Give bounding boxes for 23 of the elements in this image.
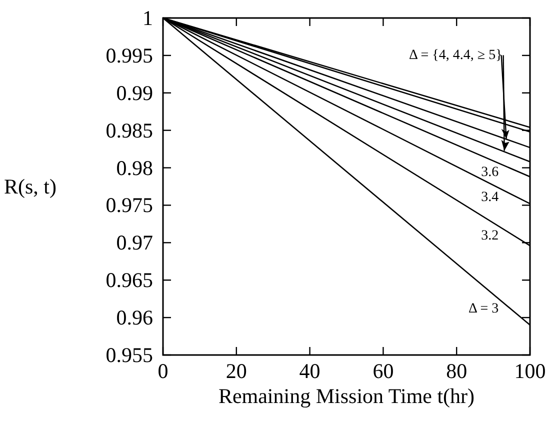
y-axis-title: R(s, t) <box>4 174 57 198</box>
y-tick-label: 0.99 <box>116 80 153 105</box>
y-tick-label: 0.965 <box>106 268 153 292</box>
x-tick-label: 80 <box>446 359 468 383</box>
y-tick-label: 0.975 <box>106 193 153 218</box>
x-axis-title: Remaining Mission Time t(hr) <box>218 384 475 408</box>
y-tick-label: 0.97 <box>116 230 153 255</box>
x-tick-label: 20 <box>226 359 247 383</box>
x-tick-label: 40 <box>299 359 320 383</box>
x-tick-label: 100 <box>514 359 546 383</box>
legend-label: 3.6 <box>481 165 499 180</box>
legend-label: 3.2 <box>481 228 499 244</box>
y-tick-label: 0.955 <box>106 343 153 367</box>
annotation: Δ = {4, 4.4, ≥ 5} <box>409 48 502 64</box>
legend-label: 3.4 <box>481 190 499 205</box>
y-tick-label: 0.995 <box>106 43 153 68</box>
legend-label: Δ = 3 <box>468 301 499 316</box>
y-tick-label: 0.985 <box>106 118 153 142</box>
x-tick-label: 0 <box>158 359 168 383</box>
y-tick-label: 0.96 <box>116 306 153 330</box>
x-tick-label: 60 <box>372 359 394 383</box>
y-tick-label: 0.98 <box>116 156 153 180</box>
y-tick-label: 1 <box>142 6 153 30</box>
